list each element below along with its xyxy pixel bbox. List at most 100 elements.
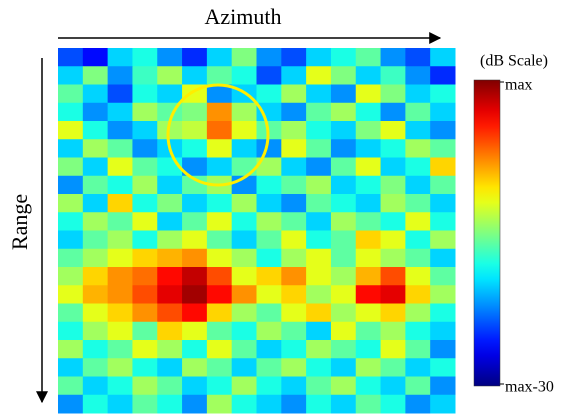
heatmap-cell — [132, 231, 157, 250]
heatmap-cell — [306, 340, 331, 359]
heatmap-cell — [331, 66, 356, 85]
heatmap-cell — [207, 103, 232, 122]
heatmap-cell — [405, 176, 430, 195]
heatmap-cell — [58, 194, 83, 213]
heatmap-cell — [430, 212, 455, 231]
heatmap-cell — [83, 48, 108, 67]
heatmap-cell — [306, 103, 331, 122]
heatmap-cell — [58, 340, 83, 359]
heatmap-cell — [405, 194, 430, 213]
heatmap-cell — [356, 139, 381, 158]
heatmap-cell — [207, 194, 232, 213]
heatmap-cell — [257, 66, 282, 85]
heatmap-cell — [430, 340, 455, 359]
heatmap-cell — [207, 267, 232, 286]
heatmap-cell — [331, 267, 356, 286]
heatmap-cell — [405, 158, 430, 177]
heatmap-cell — [232, 121, 257, 140]
heatmap-cell — [306, 48, 331, 67]
heatmap-cell — [83, 212, 108, 231]
heatmap-cell — [58, 212, 83, 231]
heatmap-cell — [108, 139, 133, 158]
heatmap-cell — [306, 85, 331, 104]
heatmap-cell — [157, 231, 182, 250]
heatmap-cell — [132, 322, 157, 341]
heatmap-cell — [83, 395, 108, 414]
heatmap-cell — [356, 395, 381, 414]
x-axis-label: Azimuth — [205, 4, 282, 29]
heatmap-cell — [132, 85, 157, 104]
heatmap-cell — [182, 121, 207, 140]
heatmap-cell — [232, 267, 257, 286]
heatmap-cell — [83, 358, 108, 377]
heatmap-cell — [157, 340, 182, 359]
heatmap-cell — [306, 121, 331, 140]
heatmap-cell — [108, 358, 133, 377]
heatmap-cell — [132, 194, 157, 213]
heatmap-cell — [331, 85, 356, 104]
heatmap-cell — [58, 103, 83, 122]
heatmap-cell — [232, 66, 257, 85]
heatmap-cell — [207, 48, 232, 67]
heatmap-cell — [182, 103, 207, 122]
heatmap-cell — [257, 85, 282, 104]
heatmap-cell — [381, 377, 406, 396]
heatmap-cell — [331, 139, 356, 158]
heatmap-cell — [58, 267, 83, 286]
heatmap-cell — [232, 340, 257, 359]
heatmap-cell — [430, 285, 455, 304]
heatmap-cell — [430, 176, 455, 195]
heatmap-cell — [257, 176, 282, 195]
heatmap-cell — [356, 212, 381, 231]
heatmap-cell — [257, 322, 282, 341]
colorbar — [474, 80, 500, 386]
heatmap-cell — [232, 231, 257, 250]
heatmap-cell — [356, 194, 381, 213]
heatmap-cell — [182, 66, 207, 85]
heatmap-cell — [257, 304, 282, 323]
heatmap-cell — [83, 267, 108, 286]
heatmap-cell — [306, 304, 331, 323]
heatmap-cell — [430, 231, 455, 250]
heatmap-cell — [257, 267, 282, 286]
heatmap-cell — [405, 249, 430, 268]
heatmap-cell — [207, 158, 232, 177]
heatmap-cell — [356, 121, 381, 140]
heatmap-cell — [207, 66, 232, 85]
heatmap-cell — [381, 139, 406, 158]
heatmap-cell — [157, 85, 182, 104]
heatmap-cell — [306, 212, 331, 231]
heatmap-cell — [157, 194, 182, 213]
heatmap-cell — [405, 139, 430, 158]
heatmap-cell — [232, 48, 257, 67]
heatmap-cell — [331, 304, 356, 323]
heatmap-cell — [356, 322, 381, 341]
heatmap-cell — [232, 158, 257, 177]
heatmap-cell — [381, 231, 406, 250]
heatmap-cell — [405, 358, 430, 377]
heatmap-cell — [83, 121, 108, 140]
heatmap-cell — [157, 395, 182, 414]
heatmap-cell — [232, 212, 257, 231]
heatmap-cell — [381, 158, 406, 177]
heatmap-cell — [157, 304, 182, 323]
heatmap-cell — [281, 103, 306, 122]
heatmap-cell — [430, 267, 455, 286]
heatmap-cell — [207, 231, 232, 250]
heatmap-cell — [132, 377, 157, 396]
heatmap-cell — [356, 285, 381, 304]
heatmap-cell — [430, 48, 455, 67]
heatmap-cell — [83, 66, 108, 85]
heatmap-cell — [157, 66, 182, 85]
heatmap-cell — [281, 285, 306, 304]
heatmap-cell — [331, 395, 356, 414]
heatmap-cell — [108, 48, 133, 67]
heatmap-cell — [182, 231, 207, 250]
heatmap-cell — [281, 194, 306, 213]
heatmap-cell — [182, 48, 207, 67]
chart: Azimuth Range (dB Scale) maxmax-30 — [0, 0, 569, 418]
heatmap-cell — [257, 395, 282, 414]
heatmap-cell — [306, 395, 331, 414]
heatmap-cell — [405, 121, 430, 140]
heatmap-cell — [83, 377, 108, 396]
